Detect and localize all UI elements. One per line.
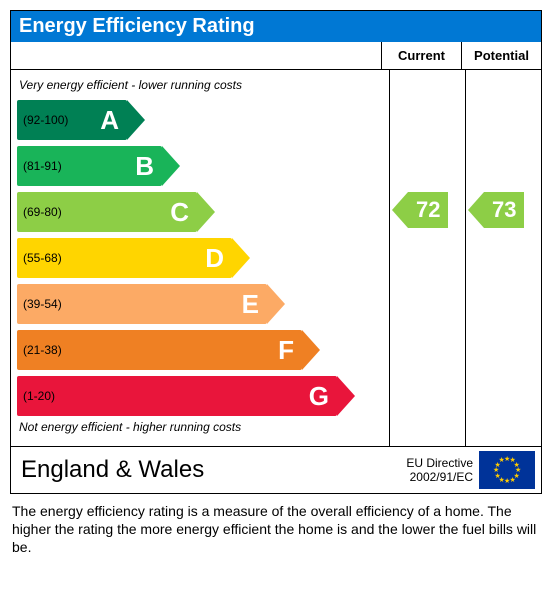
- band-arrow-c: [197, 192, 215, 232]
- footer: England & Wales EU Directive 2002/91/EC …: [11, 446, 541, 493]
- band-range-d: (55-68): [17, 251, 62, 265]
- current-rating-tip: [392, 192, 408, 228]
- band-bar-b: (81-91) B: [17, 146, 162, 186]
- potential-rating-value: 73: [484, 192, 524, 228]
- top-note: Very energy efficient - lower running co…: [19, 78, 383, 92]
- band-bar-g: (1-20) G: [17, 376, 337, 416]
- band-bar-a: (92-100) A: [17, 100, 127, 140]
- band-letter-g: G: [309, 381, 329, 412]
- band-row-g: (1-20) G: [17, 374, 383, 418]
- band-letter-f: F: [278, 335, 294, 366]
- band-row-c: (69-80) C: [17, 190, 383, 234]
- region-label: England & Wales: [11, 450, 400, 490]
- band-range-e: (39-54): [17, 297, 62, 311]
- band-arrow-g: [337, 376, 355, 416]
- potential-column: 73: [466, 70, 541, 446]
- band-row-a: (92-100) A: [17, 98, 383, 142]
- description-text: The energy efficiency rating is a measur…: [10, 494, 544, 557]
- current-rating-value: 72: [408, 192, 448, 228]
- band-row-d: (55-68) D: [17, 236, 383, 280]
- band-range-a: (92-100): [17, 113, 68, 127]
- header-potential: Potential: [462, 42, 541, 69]
- band-letter-a: A: [100, 105, 119, 136]
- bottom-note: Not energy efficient - higher running co…: [19, 420, 383, 434]
- band-arrow-a: [127, 100, 145, 140]
- potential-rating-tip: [468, 192, 484, 228]
- band-range-c: (69-80): [17, 205, 62, 219]
- current-column: 72: [390, 70, 466, 446]
- band-bar-f: (21-38) F: [17, 330, 302, 370]
- directive-label: EU Directive 2002/91/EC: [400, 452, 479, 489]
- band-letter-d: D: [205, 243, 224, 274]
- directive-line2: 2002/91/EC: [406, 470, 473, 484]
- directive-line1: EU Directive: [406, 456, 473, 470]
- band-arrow-d: [232, 238, 250, 278]
- potential-rating-arrow: 73: [468, 192, 524, 228]
- band-arrow-f: [302, 330, 320, 370]
- band-arrow-e: [267, 284, 285, 324]
- band-row-b: (81-91) B: [17, 144, 383, 188]
- band-bar-e: (39-54) E: [17, 284, 267, 324]
- header-spacer: [11, 42, 382, 69]
- chart-title: Energy Efficiency Rating: [11, 11, 541, 42]
- header-current: Current: [382, 42, 462, 69]
- band-bar-d: (55-68) D: [17, 238, 232, 278]
- header-row: Current Potential: [11, 42, 541, 70]
- band-letter-e: E: [242, 289, 259, 320]
- current-rating-arrow: 72: [392, 192, 448, 228]
- band-range-b: (81-91): [17, 159, 62, 173]
- epc-chart: Energy Efficiency Rating Current Potenti…: [10, 10, 542, 494]
- band-row-e: (39-54) E: [17, 282, 383, 326]
- eu-star-icon: ★: [510, 476, 516, 484]
- band-range-f: (21-38): [17, 343, 62, 357]
- band-arrow-b: [162, 146, 180, 186]
- band-letter-c: C: [170, 197, 189, 228]
- bands-area: Very energy efficient - lower running co…: [11, 70, 390, 446]
- band-letter-b: B: [135, 151, 154, 182]
- band-row-f: (21-38) F: [17, 328, 383, 372]
- eu-flag-icon: ★★★★★★★★★★★★: [479, 451, 535, 489]
- eu-star-icon: ★: [499, 456, 505, 464]
- band-range-g: (1-20): [17, 389, 55, 403]
- chart-body: Very energy efficient - lower running co…: [11, 70, 541, 446]
- bars-container: (92-100) A (81-91) B (69-80) C (55-68) D (39-54)…: [17, 98, 383, 418]
- band-bar-c: (69-80) C: [17, 192, 197, 232]
